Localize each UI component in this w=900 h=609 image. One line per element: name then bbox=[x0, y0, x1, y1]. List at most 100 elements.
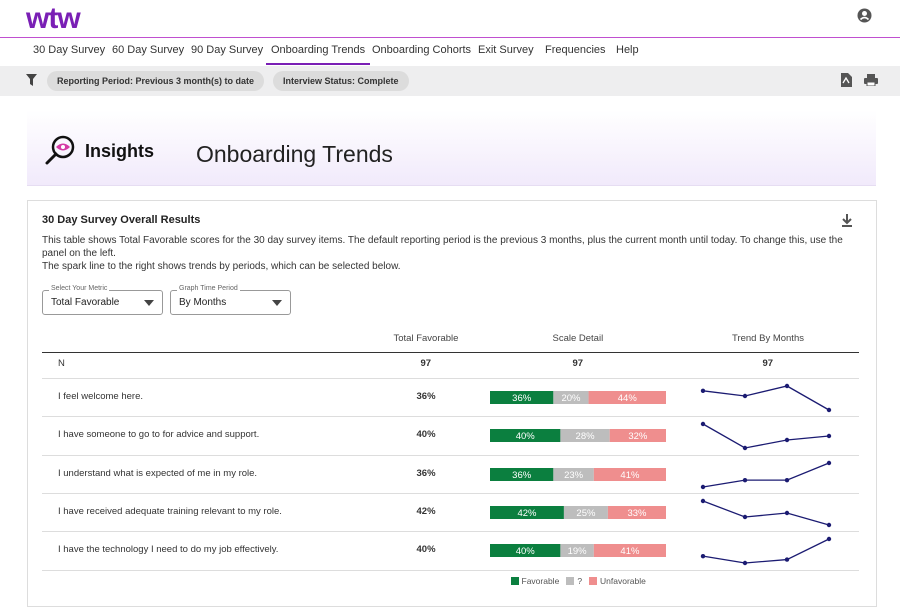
scale-label: 28% bbox=[576, 431, 596, 442]
dropdown-arrow bbox=[144, 300, 154, 306]
scale-segment bbox=[560, 544, 594, 557]
favorable-value: 36% bbox=[416, 391, 436, 402]
banner bbox=[27, 110, 876, 186]
legend-item: ? bbox=[566, 576, 582, 586]
nav-tab[interactable]: Help bbox=[616, 44, 639, 56]
table-bottom-rule bbox=[42, 570, 859, 571]
trend-point bbox=[700, 553, 706, 559]
trend-point bbox=[826, 433, 832, 439]
legend-label: ? bbox=[577, 576, 583, 586]
row-rule bbox=[42, 416, 859, 417]
trend-point bbox=[742, 445, 748, 451]
trend-point bbox=[742, 393, 748, 399]
favorable-value: 42% bbox=[416, 506, 436, 517]
filter-icon[interactable] bbox=[26, 74, 37, 86]
scale-label: 40% bbox=[516, 431, 536, 442]
n-value: 97 bbox=[420, 358, 432, 369]
scale-segment bbox=[563, 506, 608, 519]
nav-tab[interactable]: Exit Survey bbox=[478, 44, 534, 56]
user-icon[interactable] bbox=[857, 8, 872, 23]
trend-point bbox=[700, 484, 706, 490]
pdf-icon[interactable] bbox=[840, 73, 852, 87]
scale-segment bbox=[490, 429, 561, 442]
scale-label: 42% bbox=[517, 508, 537, 519]
column-header: Trend By Months bbox=[732, 333, 804, 344]
legend-item: Unfavorable bbox=[589, 576, 646, 586]
nav-tab[interactable]: Onboarding Cohorts bbox=[372, 44, 472, 56]
sparkline bbox=[700, 421, 832, 451]
favorable-value: 40% bbox=[416, 544, 436, 555]
scale-segment bbox=[490, 468, 554, 481]
sparkline bbox=[700, 383, 832, 413]
filter-chip[interactable]: Interview Status: Complete bbox=[273, 71, 409, 91]
row-rule bbox=[42, 531, 859, 532]
row-rule bbox=[42, 378, 859, 379]
scale-segment bbox=[593, 544, 666, 557]
dropdown[interactable]: Select Your Metric Total Favorable bbox=[42, 285, 163, 315]
nav-tab[interactable]: Frequencies bbox=[545, 44, 606, 56]
scale-label: 41% bbox=[620, 470, 640, 481]
filter-chip[interactable]: Reporting Period: Previous 3 month(s) to… bbox=[47, 71, 265, 91]
nav-tab[interactable]: Onboarding Trends bbox=[271, 44, 366, 56]
scale-label: 41% bbox=[620, 546, 640, 557]
scale-label: 44% bbox=[618, 393, 638, 404]
scale-segment bbox=[607, 506, 666, 519]
dropdown[interactable]: Graph Time Period By Months bbox=[170, 285, 291, 315]
description: This table shows Total Favorable scores … bbox=[42, 234, 864, 273]
trend-point bbox=[784, 437, 790, 443]
legend-swatch bbox=[589, 577, 598, 585]
n-value: 97 bbox=[762, 358, 774, 369]
description-line: This table shows Total Favorable scores … bbox=[42, 235, 843, 259]
trend-line bbox=[702, 538, 830, 564]
n-label: N bbox=[58, 358, 65, 369]
scale-bar: 36% 20% 44% bbox=[490, 391, 666, 404]
scale-segment bbox=[609, 429, 666, 442]
item-text: I have the technology I need to do my jo… bbox=[58, 544, 279, 555]
description-line: The spark line to the right shows trends… bbox=[42, 261, 401, 272]
scale-segment bbox=[593, 468, 666, 481]
column-header: Scale Detail bbox=[552, 333, 604, 344]
scale-label: 23% bbox=[564, 470, 584, 481]
trend-point bbox=[826, 460, 832, 466]
item-text: I have received adequate training releva… bbox=[58, 506, 282, 517]
row-rule bbox=[42, 455, 859, 456]
insights-icon bbox=[45, 135, 75, 165]
scale-segment bbox=[553, 468, 594, 481]
scale-label: 25% bbox=[576, 508, 596, 519]
sparkline bbox=[700, 460, 832, 490]
trend-point bbox=[742, 477, 748, 483]
n-value: 97 bbox=[572, 358, 584, 369]
card-title: 30 Day Survey Overall Results bbox=[42, 214, 201, 226]
dropdown-label: Graph Time Period bbox=[177, 285, 240, 292]
trend-point bbox=[742, 514, 748, 520]
trend-point bbox=[784, 383, 790, 389]
active-tab-underline bbox=[266, 63, 370, 65]
trend-line bbox=[702, 385, 830, 411]
sparkline bbox=[700, 536, 832, 566]
dropdown-label: Select Your Metric bbox=[49, 285, 110, 292]
scale-label: 40% bbox=[516, 546, 536, 557]
nav-tab[interactable]: 60 Day Survey bbox=[112, 44, 185, 56]
nav-tab[interactable]: 30 Day Survey bbox=[33, 44, 106, 56]
trend-point bbox=[784, 477, 790, 483]
trend-line bbox=[702, 462, 830, 488]
nav-tab[interactable]: 90 Day Survey bbox=[191, 44, 264, 56]
scale-label: 36% bbox=[512, 393, 532, 404]
item-text: I have someone to go to for advice and s… bbox=[58, 429, 260, 440]
item-text: I understand what is expected of me in m… bbox=[58, 468, 258, 479]
arrow bbox=[272, 300, 282, 306]
logo[interactable]: wtw bbox=[26, 2, 81, 35]
favorable-value: 36% bbox=[416, 468, 436, 479]
print-icon[interactable] bbox=[864, 74, 878, 86]
sparkline bbox=[700, 498, 832, 528]
download-icon[interactable] bbox=[841, 214, 853, 227]
card bbox=[27, 200, 877, 607]
arrow bbox=[144, 300, 154, 306]
trend-point bbox=[700, 388, 706, 393]
legend: Favorable? Unfavorable bbox=[510, 576, 646, 586]
legend-swatch bbox=[510, 577, 519, 585]
trend-point bbox=[784, 557, 790, 562]
scale-segment bbox=[560, 429, 610, 442]
trend-point bbox=[826, 407, 832, 413]
